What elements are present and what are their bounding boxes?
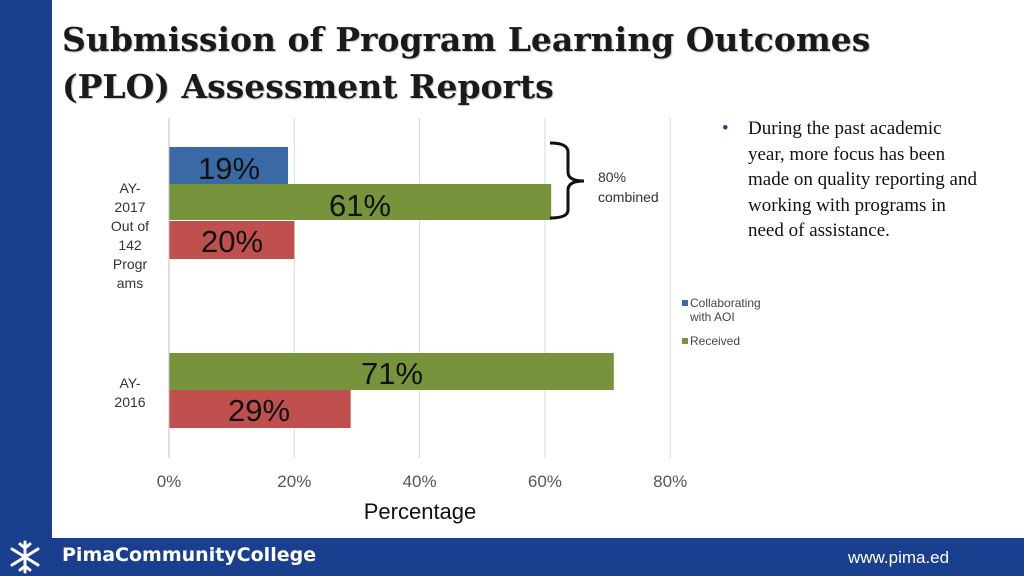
x-tick-label: 40% bbox=[403, 472, 437, 491]
category-label-line: ams bbox=[116, 275, 144, 291]
pima-snowflake-logo-icon bbox=[10, 540, 40, 574]
category-label-line: 142 bbox=[118, 237, 142, 253]
legend-swatch-collaborating bbox=[682, 300, 688, 306]
category-label-line: 2017 bbox=[114, 199, 146, 215]
category-label-0: AY- 2017 Out of 142 Progr ams bbox=[100, 179, 160, 293]
combined-annotation-text: combined bbox=[598, 189, 659, 205]
x-tick-label: 20% bbox=[277, 472, 311, 491]
x-axis-title: Percentage bbox=[364, 499, 477, 524]
category-label-line: AY- bbox=[119, 375, 141, 391]
slide-title: Submission of Program Learning Outcomes … bbox=[62, 16, 870, 110]
legend-label-collaborating: Collaborating with AOI bbox=[690, 296, 761, 324]
bullet-list: • During the past academic year, more fo… bbox=[722, 116, 982, 244]
bar-value-label: 61% bbox=[329, 188, 391, 223]
bar-received-cat0 bbox=[169, 184, 552, 220]
footer-url: www.pima.ed bbox=[848, 548, 950, 567]
left-accent-band bbox=[0, 0, 52, 538]
category-label-line: 2016 bbox=[114, 394, 146, 410]
title-line-2: (PLO) Assessment Reports bbox=[62, 67, 554, 106]
footer-bar bbox=[0, 538, 1024, 576]
bar-received-cat1 bbox=[169, 353, 614, 390]
bar-value-label: 20% bbox=[201, 224, 263, 259]
bar-red-cat1 bbox=[169, 390, 351, 428]
title-line-1: Submission of Program Learning Outcomes bbox=[62, 20, 871, 59]
legend-label-received: Received bbox=[690, 334, 741, 348]
curly-brace-icon bbox=[549, 141, 585, 220]
legend-swatch-received bbox=[682, 338, 688, 344]
bar-value-label: 19% bbox=[198, 151, 260, 186]
category-label-1: AY- 2016 bbox=[100, 374, 160, 412]
x-tick-label: 0% bbox=[157, 472, 182, 491]
category-label-line: Out of bbox=[110, 218, 150, 234]
combined-annotation-value: 80% bbox=[598, 169, 627, 185]
bar-collaborating-cat0 bbox=[169, 147, 289, 184]
combined-annotation: 80% combined bbox=[598, 167, 659, 207]
x-tick-label: 60% bbox=[528, 472, 562, 491]
category-label-line: Progr bbox=[112, 256, 148, 272]
bar-value-label: 71% bbox=[361, 356, 423, 391]
footer-college-name: PimaCommunityCollege bbox=[62, 544, 317, 566]
category-label-line: AY- bbox=[119, 180, 141, 196]
bullet-marker: • bbox=[722, 118, 729, 139]
bar-value-label: 29% bbox=[228, 393, 290, 428]
bullet-text: During the past academic year, more focu… bbox=[748, 118, 977, 242]
bar-red-cat0 bbox=[169, 221, 295, 259]
x-tick-label: 80% bbox=[653, 472, 687, 491]
